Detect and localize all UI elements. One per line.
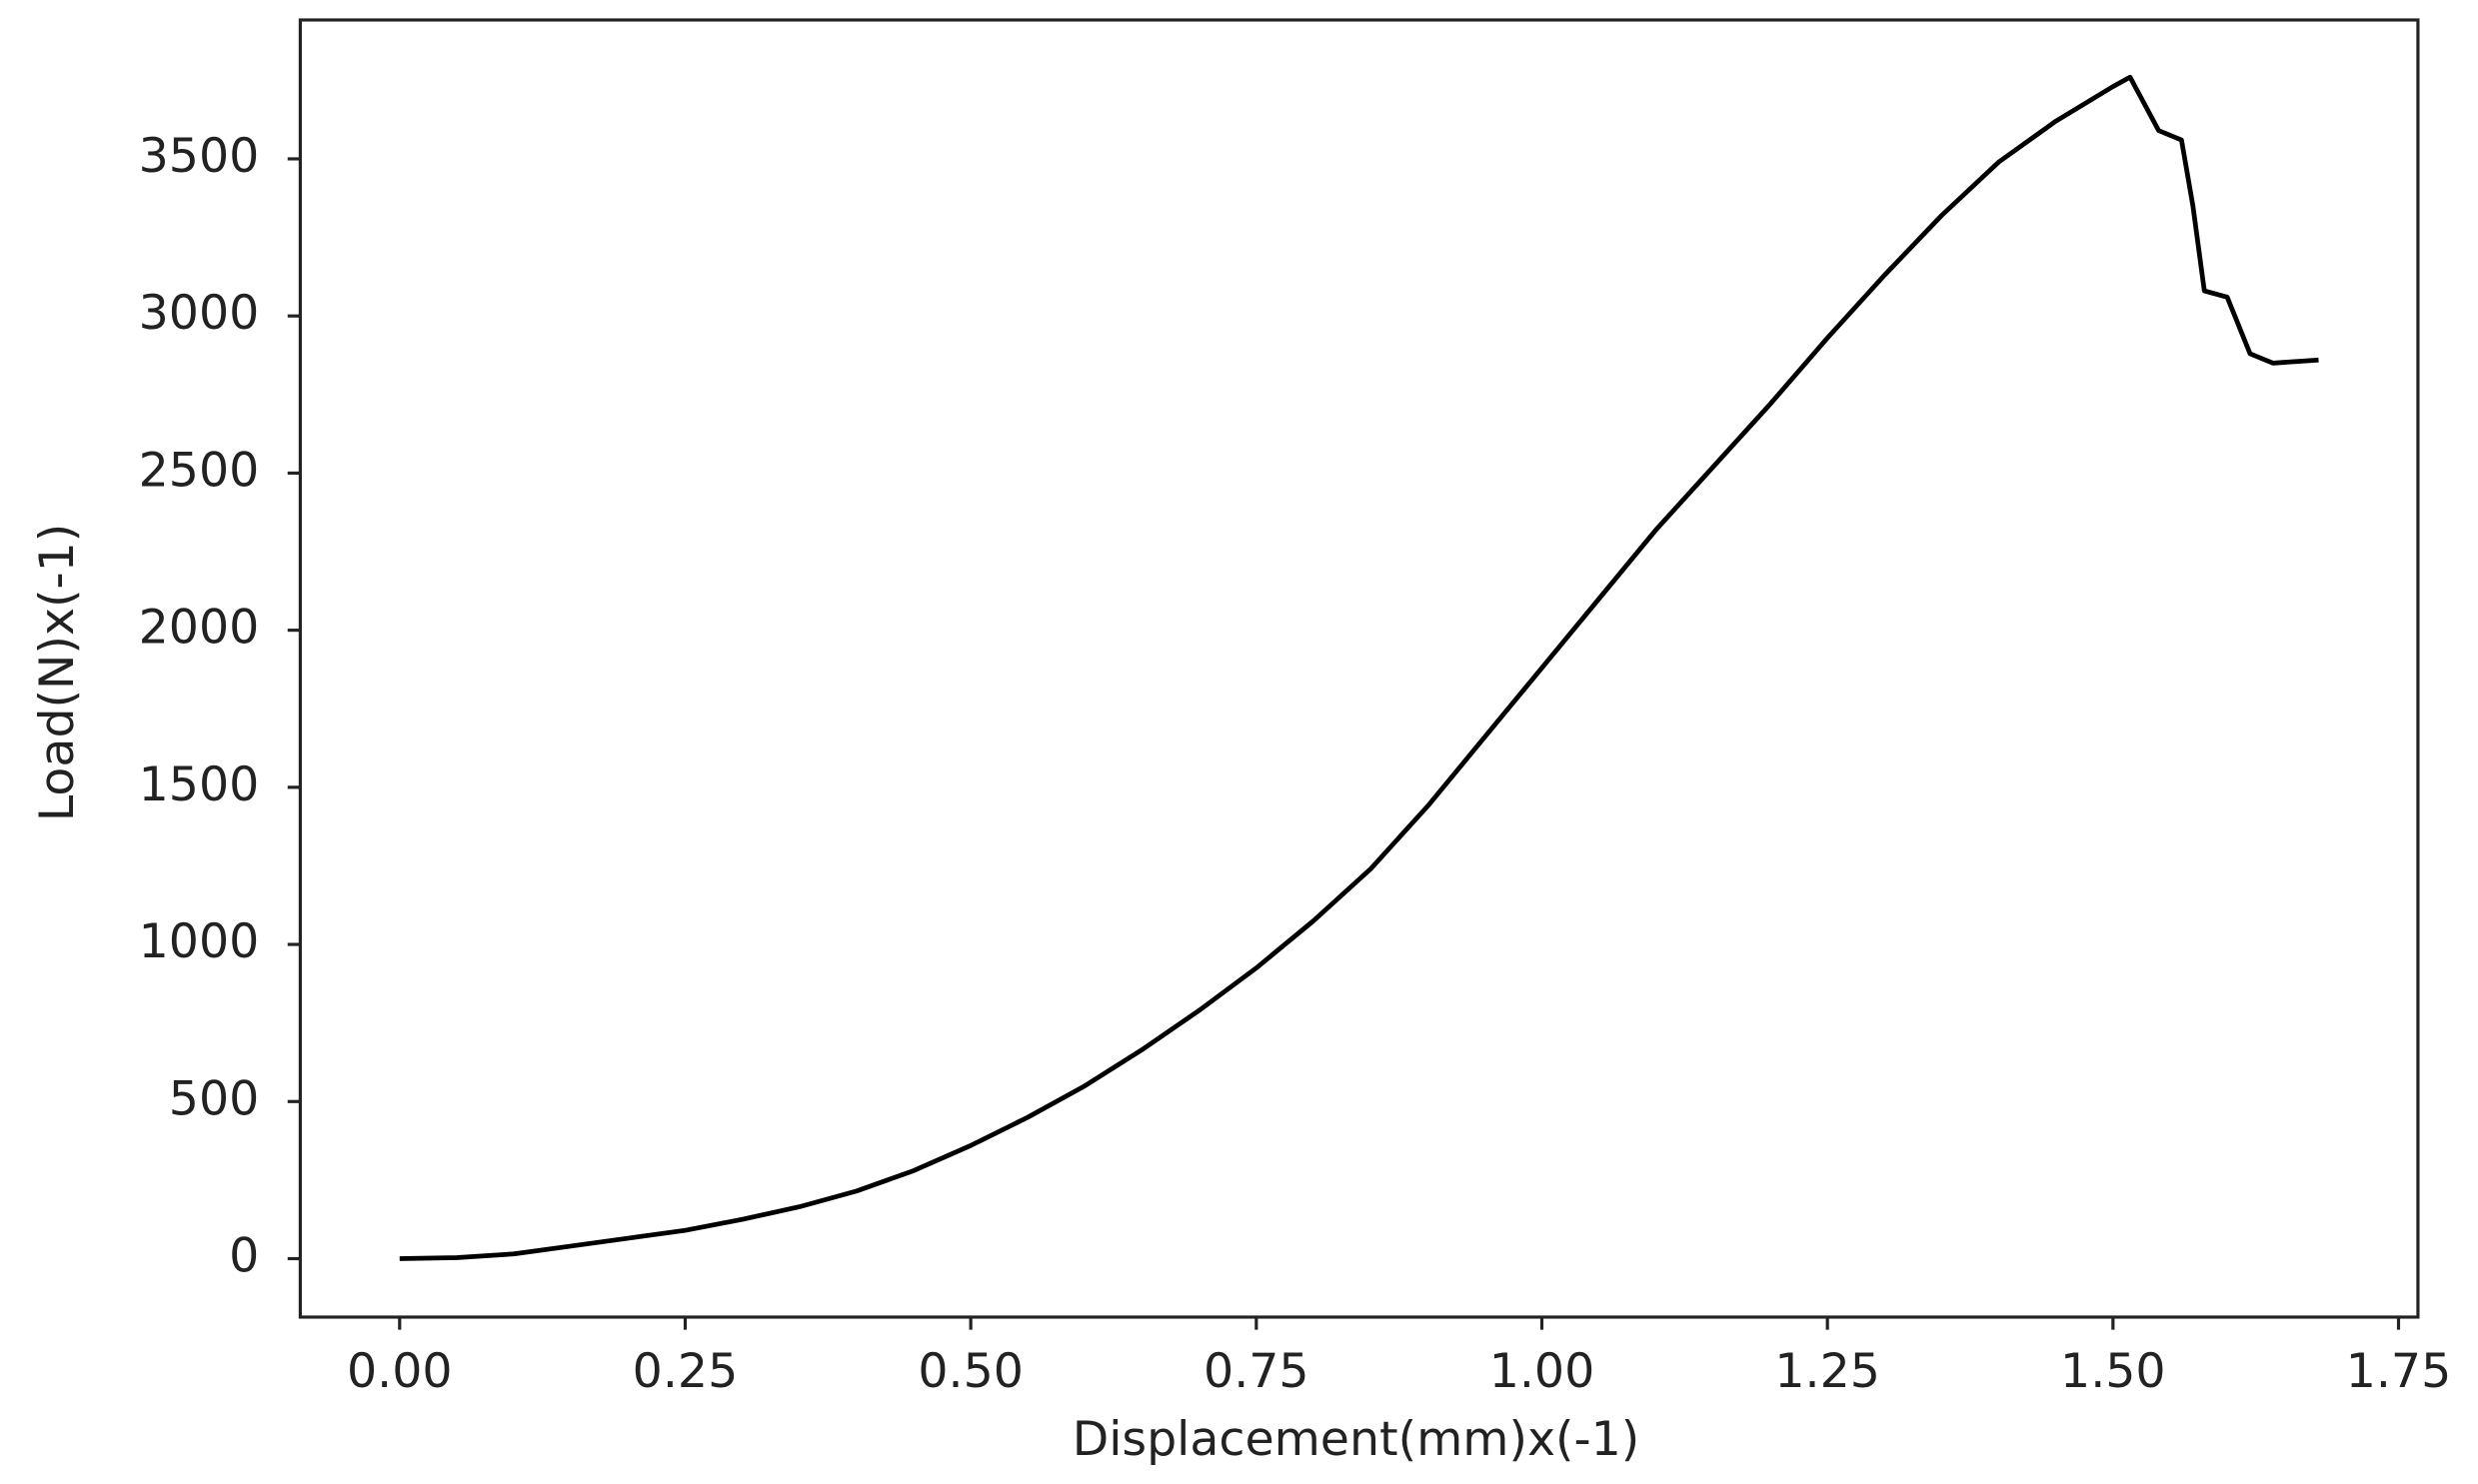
x-tick-label: 1.75 [2346, 1344, 2452, 1399]
x-tick-label: 0.50 [918, 1344, 1024, 1399]
y-tick-label: 2500 [139, 443, 260, 498]
y-tick-label: 500 [169, 1071, 259, 1126]
x-tick-label: 0.25 [633, 1344, 739, 1399]
y-axis-label: Load(N)x(-1) [30, 524, 85, 822]
x-axis-label: Displacement(mm)x(-1) [1073, 1412, 1640, 1467]
y-tick-label: 1000 [139, 914, 260, 969]
plot-frame [298, 18, 2420, 1319]
x-tick-label: 1.50 [2060, 1344, 2166, 1399]
y-tick-label: 2000 [139, 601, 260, 656]
data-line [399, 74, 2319, 1261]
x-tick-label: 1.25 [1774, 1344, 1880, 1399]
y-tick-label: 3500 [139, 129, 260, 184]
y-tick-label: 1500 [139, 757, 260, 812]
x-tick-label: 1.00 [1489, 1344, 1595, 1399]
x-tick-label: 0.75 [1204, 1344, 1309, 1399]
y-tick-label: 0 [229, 1228, 259, 1283]
y-tick-label: 3000 [139, 286, 260, 341]
x-tick-label: 0.00 [347, 1344, 453, 1399]
